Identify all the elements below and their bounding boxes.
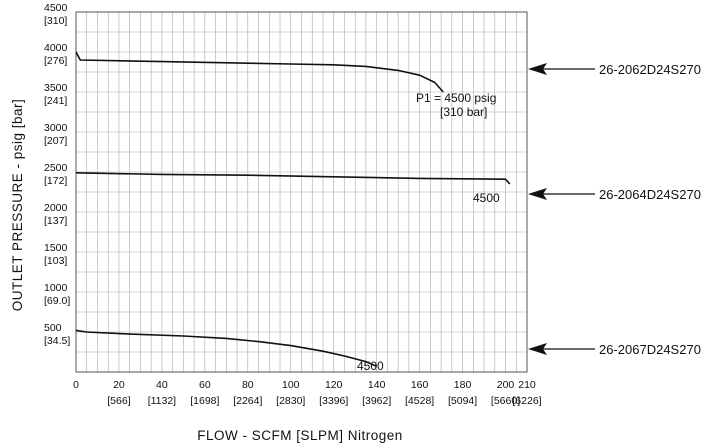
x-tick-sublabel: [4528] — [405, 395, 434, 407]
x-tick-label: 160 — [411, 379, 429, 391]
y-tick-sublabel: [69.0] — [44, 295, 70, 307]
series-end-label: 4500 — [357, 359, 384, 373]
x-tick-sublabel: [2830] — [276, 395, 305, 407]
x-tick-label: 20 — [113, 379, 125, 391]
x-tick-sublabel: [566] — [107, 395, 130, 407]
x-tick-sublabel: [1698] — [190, 395, 219, 407]
series-end-sublabel: [310 bar] — [440, 105, 487, 119]
x-tick-label: 180 — [454, 379, 472, 391]
x-tick-label: 0 — [73, 379, 79, 391]
series-group — [75, 51, 511, 368]
x-tick-sublabel: [3396] — [319, 395, 348, 407]
x-tick-sublabel: [6226] — [512, 395, 541, 407]
callout-arrow-head — [528, 63, 547, 75]
y-tick-label: 3500 — [44, 82, 68, 94]
x-tick-label: 200 — [497, 379, 515, 391]
x-tick-sublabel: [2264] — [233, 395, 262, 407]
x-tick-sublabel: [3962] — [362, 395, 391, 407]
series-end-label: P1 = 4500 psig — [416, 91, 496, 105]
y-axis-label: OUTLET PRESSURE - psig [bar] — [10, 99, 25, 312]
series-end-label: 4500 — [473, 191, 500, 205]
y-tick-label: 500 — [44, 322, 62, 334]
y-tick-label: 1500 — [44, 242, 68, 254]
y-tick-sublabel: [241] — [44, 95, 67, 107]
x-tick-sublabel: [5094] — [448, 395, 477, 407]
axis-ticks: 4500[310]4000[276]3500[241]3000[207]2500… — [44, 2, 542, 407]
series-line — [75, 51, 444, 93]
y-tick-sublabel: [137] — [44, 215, 67, 227]
part-number-label: 26-2067D24S270 — [599, 342, 701, 357]
plot-frame — [75, 11, 528, 373]
x-tick-sublabel: [1132] — [148, 395, 176, 407]
x-tick-label: 60 — [199, 379, 211, 391]
series-line — [75, 172, 511, 185]
y-tick-sublabel: [103] — [44, 255, 67, 267]
part-number-label: 26-2062D24S270 — [599, 62, 701, 77]
x-tick-label: 140 — [368, 379, 386, 391]
y-tick-sublabel: [310] — [44, 15, 67, 27]
y-tick-label: 2500 — [44, 162, 68, 174]
series-end-labels: P1 = 4500 psig[310 bar] 4500 4500 — [357, 91, 500, 373]
callout-arrow-head — [528, 343, 547, 355]
part-number-callouts: 26-2062D24S270 26-2064D24S270 26-2067D24S2… — [528, 62, 701, 357]
x-tick-label: 100 — [282, 379, 300, 391]
x-tick-label: 210 — [518, 379, 536, 391]
callout-arrow-head — [528, 188, 547, 200]
x-tick-label: 80 — [242, 379, 254, 391]
y-tick-sublabel: [172] — [44, 175, 67, 187]
y-tick-sublabel: [276] — [44, 55, 67, 67]
y-tick-label: 1000 — [44, 282, 68, 294]
y-tick-label: 2000 — [44, 202, 68, 214]
chart-grid — [75, 11, 528, 373]
x-axis-label: FLOW - SCFM [SLPM] Nitrogen — [197, 428, 403, 443]
part-number-label: 26-2064D24S270 — [599, 187, 701, 202]
y-tick-label: 3000 — [44, 122, 68, 134]
y-tick-sublabel: [207] — [44, 135, 67, 147]
y-tick-label: 4000 — [44, 42, 68, 54]
y-tick-label: 4500 — [44, 2, 68, 14]
x-tick-label: 40 — [156, 379, 168, 391]
y-tick-sublabel: [34.5] — [44, 335, 70, 347]
x-tick-sublabel: [5660] — [491, 395, 520, 407]
series-line — [75, 329, 377, 368]
x-tick-label: 120 — [325, 379, 343, 391]
